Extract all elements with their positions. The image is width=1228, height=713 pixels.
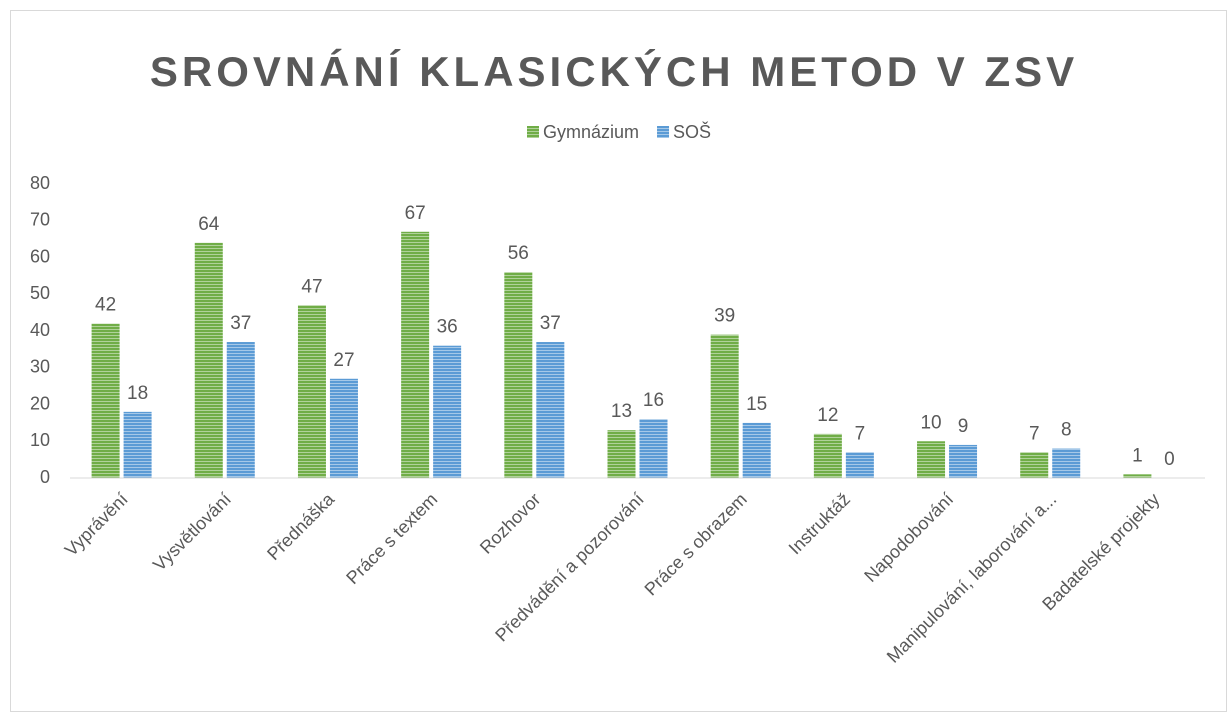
bar xyxy=(91,323,120,478)
data-label: 1 xyxy=(1132,445,1143,466)
data-label: 13 xyxy=(611,401,632,422)
bar xyxy=(845,452,874,478)
bar xyxy=(1020,452,1049,478)
y-tick-label: 10 xyxy=(30,430,50,450)
bar xyxy=(1123,474,1152,478)
data-label: 0 xyxy=(1164,449,1175,470)
bar xyxy=(607,430,636,478)
legend-swatch xyxy=(657,126,670,138)
bar xyxy=(1052,448,1081,478)
bar xyxy=(504,272,533,478)
y-tick-label: 60 xyxy=(30,246,50,266)
bar xyxy=(917,441,946,478)
data-label: 18 xyxy=(127,383,148,404)
bar xyxy=(949,444,978,478)
legend-label: Gymnázium xyxy=(543,122,639,142)
y-tick-label: 20 xyxy=(30,393,50,413)
bar xyxy=(297,305,326,478)
bar xyxy=(123,411,152,478)
data-label: 10 xyxy=(920,412,941,433)
data-label: 27 xyxy=(333,350,354,371)
legend-label: SOŠ xyxy=(673,121,711,142)
data-label: 16 xyxy=(643,390,664,411)
bar xyxy=(536,342,565,478)
data-label: 47 xyxy=(301,276,322,297)
y-tick-label: 0 xyxy=(40,467,50,487)
data-label: 7 xyxy=(855,423,866,444)
data-label: 12 xyxy=(817,405,838,426)
data-label: 64 xyxy=(198,214,220,235)
bar xyxy=(742,422,771,478)
data-label: 67 xyxy=(405,203,426,224)
y-tick-label: 50 xyxy=(30,283,50,303)
bar xyxy=(401,231,430,478)
data-label: 37 xyxy=(540,313,561,334)
bar xyxy=(194,242,223,478)
legend-swatch xyxy=(527,126,539,138)
data-label: 9 xyxy=(958,416,969,437)
y-tick-label: 70 xyxy=(30,210,50,230)
data-label: 37 xyxy=(230,313,251,334)
bar xyxy=(710,334,739,478)
chart-title: SROVNÁNÍ KLASICKÝCH METOD V ZSV xyxy=(150,48,1078,95)
y-tick-label: 80 xyxy=(30,173,50,193)
y-tick-label: 40 xyxy=(30,320,50,340)
data-label: 42 xyxy=(95,295,116,316)
bar xyxy=(226,342,255,478)
data-label: 8 xyxy=(1061,420,1072,441)
bar xyxy=(813,433,842,478)
bar xyxy=(433,345,462,478)
data-label: 7 xyxy=(1029,423,1040,444)
y-tick-label: 30 xyxy=(30,357,50,377)
data-label: 39 xyxy=(714,306,735,327)
data-label: 15 xyxy=(746,394,767,415)
bar xyxy=(329,378,358,478)
data-label: 56 xyxy=(508,243,529,264)
bar xyxy=(639,419,668,478)
data-label: 36 xyxy=(437,317,458,338)
